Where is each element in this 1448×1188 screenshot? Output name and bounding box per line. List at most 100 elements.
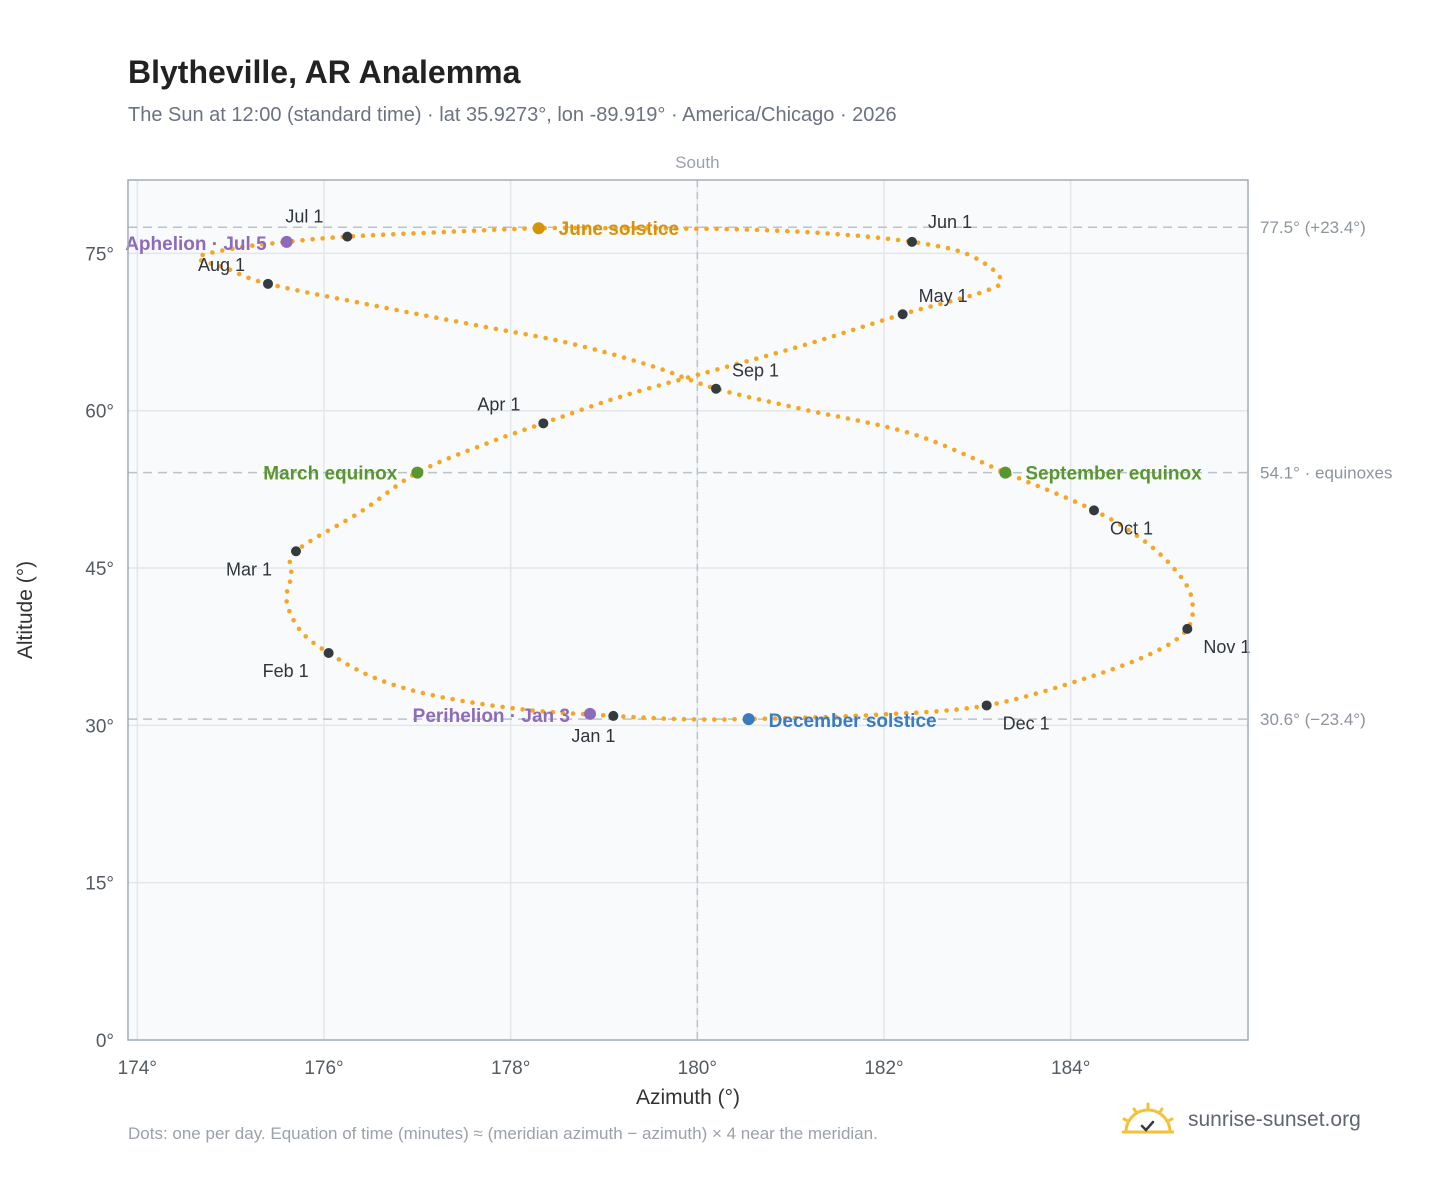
daily-sun-dot [484, 441, 489, 446]
daily-sun-dot [955, 248, 960, 254]
daily-sun-dot [835, 231, 840, 237]
daily-sun-dot [982, 261, 988, 267]
daily-sun-dot [812, 339, 817, 345]
y-tick-label: 45° [85, 559, 114, 580]
daily-sun-dot [334, 523, 340, 529]
daily-sun-dot [843, 714, 848, 719]
daily-sun-dot [802, 342, 808, 348]
daily-sun-dot [885, 424, 890, 430]
daily-sun-dot [553, 337, 558, 343]
daily-sun-dot [420, 690, 426, 696]
daily-sun-dot [1157, 647, 1162, 652]
month-marker-label: Sep 1 [732, 361, 779, 381]
daily-sun-dot [855, 233, 861, 239]
y-axis-label: Altitude (°) [14, 561, 37, 659]
month-marker [907, 236, 917, 247]
event-marker [411, 466, 424, 479]
daily-sun-dot [582, 344, 588, 350]
daily-sun-dot [727, 390, 732, 395]
x-tick-label: 180° [678, 1058, 717, 1079]
daily-sun-dot [722, 717, 727, 722]
daily-sun-dot [483, 324, 489, 330]
daily-sun-dot [803, 715, 808, 720]
chart-title: Blytheville, AR Analemma [128, 54, 521, 90]
event-marker [532, 222, 545, 235]
daily-sun-dot [1166, 642, 1171, 648]
daily-sun-dot [957, 296, 963, 302]
daily-sun-dot [1082, 503, 1087, 509]
daily-sun-dot [893, 711, 899, 716]
daily-sun-dot [377, 496, 382, 502]
plot-frame [127, 179, 1249, 1041]
daily-sun-dot [815, 410, 821, 415]
daily-sun-dot [246, 275, 251, 281]
daily-sun-dot [490, 703, 495, 708]
daily-sun-dot [287, 579, 293, 584]
altitude-reference-label: 54.1° · equinoxes [1260, 464, 1393, 483]
daily-sun-dot [988, 464, 994, 469]
daily-sun-dot [303, 634, 309, 639]
daily-sun-dot [593, 225, 598, 231]
x-tick-label: 174° [118, 1058, 157, 1079]
plot-area [128, 180, 1248, 1040]
daily-sun-dot [320, 236, 325, 241]
altitude-reference-label: 30.6° (−23.4°) [1260, 710, 1366, 729]
daily-sun-dot [1035, 483, 1041, 489]
daily-sun-dot [1190, 612, 1195, 617]
daily-sun-dot [255, 278, 261, 284]
daily-sun-dot [543, 335, 548, 341]
daily-sun-dot [598, 400, 604, 406]
daily-sun-dot [364, 301, 370, 307]
month-marker [711, 383, 721, 394]
brand[interactable]: sunrise-sunset.org [1120, 1102, 1361, 1138]
daily-sun-dot [1148, 651, 1153, 657]
month-marker-label: Oct 1 [1110, 518, 1153, 538]
daily-sun-dot [952, 447, 957, 453]
daily-sun-dot [754, 356, 759, 362]
daily-sun-dot [701, 717, 707, 722]
daily-sun-dot [825, 412, 831, 417]
daily-sun-dot [513, 330, 518, 335]
daily-sun-dot [1014, 696, 1019, 702]
daily-sun-dot [694, 226, 699, 231]
daily-sun-dot [990, 267, 996, 273]
daily-sun-dot [314, 292, 320, 297]
daily-sun-dot [431, 230, 437, 235]
daily-sun-dot [875, 422, 880, 428]
month-marker-label: Apr 1 [477, 394, 520, 414]
daily-sun-dot [1110, 666, 1116, 672]
daily-sun-dot [792, 715, 798, 721]
daily-sun-dot [530, 708, 535, 713]
daily-sun-dot [942, 443, 948, 449]
daily-sun-dot [308, 538, 313, 544]
daily-sun-dot [354, 667, 359, 672]
daily-sun-dot [815, 230, 820, 236]
daily-sun-dot [480, 701, 485, 707]
daily-sun-dot [612, 352, 617, 358]
daily-sun-dot [1190, 602, 1195, 607]
daily-sun-dot [1072, 679, 1077, 685]
daily-sun-dot [903, 710, 909, 716]
daily-sun-dot [385, 490, 390, 495]
daily-sun-dot [311, 640, 316, 646]
daily-sun-dot [602, 349, 607, 355]
daily-sun-dot [570, 711, 576, 716]
event-marker [742, 713, 755, 726]
daily-sun-dot [380, 232, 386, 237]
axes: 174° 176° 178° 180° 182° 184° 0° 15° 30° 45° 60° 75… [85, 244, 1090, 1079]
daily-sun-dot [676, 377, 681, 383]
daily-sun-dot [621, 714, 626, 719]
month-marker-label: Dec 1 [1003, 713, 1050, 733]
daily-sun-dot [287, 559, 293, 565]
month-marker [291, 546, 301, 557]
daily-sun-dot [1158, 552, 1163, 557]
daily-sun-dot [1091, 673, 1096, 678]
daily-sun-dot [977, 290, 982, 296]
daily-sun-dot [270, 241, 275, 246]
daily-sun-dot [589, 404, 594, 409]
daily-sun-dot [343, 518, 348, 524]
daily-sun-dot [885, 236, 891, 242]
daily-sun-dot [795, 229, 800, 234]
daily-sun-dot [681, 716, 687, 722]
daily-sun-dot [691, 717, 697, 722]
